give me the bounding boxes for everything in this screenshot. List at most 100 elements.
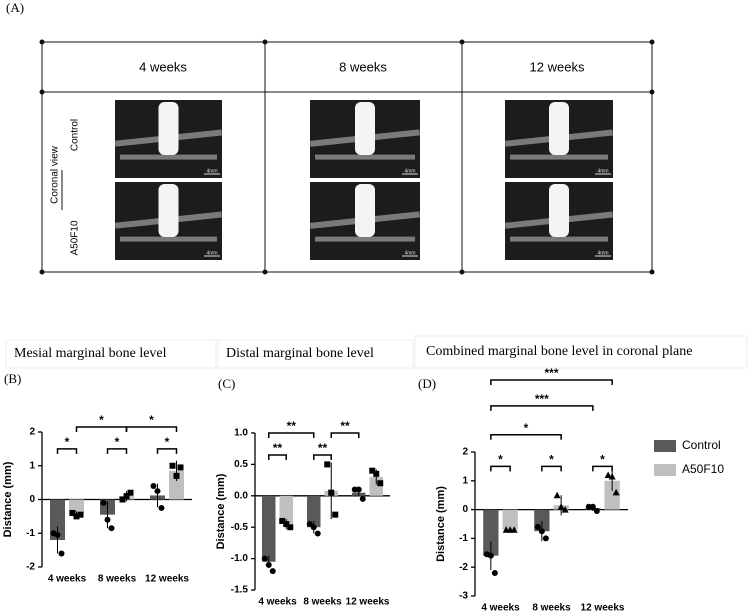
- column-header: 4 weeks: [139, 59, 187, 74]
- bone: [120, 154, 217, 160]
- legend-swatch: [654, 464, 676, 476]
- scale-label: 4mm: [206, 168, 217, 174]
- significance-bracket: [330, 432, 360, 438]
- data-point: [177, 464, 184, 471]
- image-grid: [41, 41, 653, 273]
- data-point: [589, 503, 596, 510]
- data-point: [491, 569, 498, 576]
- significance-bracket: [125, 426, 178, 432]
- data-point: [373, 470, 380, 477]
- significance-label: *: [165, 435, 170, 449]
- significance-label: *: [549, 453, 554, 467]
- data-point: [169, 462, 176, 469]
- x-tick-label: 12 weeks: [581, 603, 625, 612]
- data-point: [58, 550, 65, 557]
- view-label: Coronal view: [50, 145, 61, 204]
- y-tick-label: -1.5: [231, 585, 249, 596]
- data-point: [104, 516, 111, 523]
- significance-bracket: [490, 465, 511, 472]
- significance-label: *: [65, 435, 70, 449]
- y-tick-label: -0.5: [231, 522, 249, 533]
- data-point: [100, 499, 107, 506]
- panel-label: (C): [218, 376, 235, 391]
- y-tick-label: -2: [459, 562, 468, 573]
- data-point: [77, 511, 84, 518]
- y-tick-label: 0.5: [234, 459, 248, 470]
- panel-label: (D): [418, 376, 436, 391]
- data-point: [150, 483, 157, 489]
- panel-label: (B): [4, 371, 21, 386]
- significance-label: *: [498, 453, 503, 467]
- scale-label: 4mm: [404, 168, 415, 174]
- significance-label: **: [340, 419, 350, 433]
- bar: [169, 470, 184, 500]
- legend-label: Control: [682, 438, 721, 452]
- data-point: [604, 471, 612, 479]
- data-point: [119, 496, 126, 503]
- x-tick-label: 12 weeks: [346, 597, 390, 608]
- y-tick-label: 1.0: [234, 428, 248, 439]
- column-header: 8 weeks: [339, 59, 387, 74]
- data-point: [108, 525, 115, 532]
- significance-bracket: [156, 448, 178, 454]
- data-point: [324, 461, 331, 468]
- bar: [502, 509, 518, 530]
- significance-label: *: [115, 435, 120, 449]
- data-point: [608, 472, 616, 480]
- x-tick-label: 8 weeks: [303, 597, 342, 608]
- significance-bracket: [490, 405, 594, 411]
- significance-label: **: [273, 441, 283, 455]
- bar: [604, 480, 620, 510]
- implant: [158, 102, 179, 156]
- x-tick-label: 4 weeks: [258, 597, 297, 608]
- x-tick-label: 8 weeks: [532, 603, 571, 612]
- y-tick-label: -1: [26, 528, 35, 539]
- data-point: [612, 488, 620, 496]
- data-point: [542, 535, 549, 542]
- y-tick-label: 0: [462, 504, 468, 515]
- y-tick-label: -1.0: [231, 553, 249, 564]
- implant: [549, 184, 569, 238]
- title-box: [414, 335, 748, 369]
- panel-label: (A): [6, 0, 24, 15]
- data-point: [154, 488, 161, 495]
- chart-title: Combined marginal bone level in coronal …: [426, 344, 692, 359]
- significance-bracket: [106, 448, 128, 454]
- significance-bracket: [56, 448, 78, 454]
- significance-label: **: [287, 419, 297, 433]
- bar: [307, 495, 321, 528]
- significance-label: *: [524, 421, 529, 435]
- bone: [315, 154, 415, 160]
- legend-label: A50F10: [682, 462, 724, 476]
- data-point: [279, 517, 286, 524]
- y-axis-label: Distance (mm): [435, 486, 447, 562]
- data-point: [127, 489, 134, 496]
- scale-label: 4mm: [597, 250, 608, 256]
- data-point: [538, 528, 545, 535]
- bone: [510, 154, 608, 160]
- significance-bracket: [268, 432, 315, 438]
- significance-bracket: [268, 454, 287, 460]
- row-label: Control: [70, 119, 81, 151]
- significance-bracket: [541, 465, 562, 472]
- y-tick-label: 0: [29, 494, 35, 505]
- y-tick-label: -2: [26, 562, 35, 573]
- data-point: [123, 493, 130, 500]
- ct-images: 4mm 4mm 4mm 4mm 4mm 4mm: [114, 100, 613, 260]
- x-tick-label: 8 weeks: [98, 574, 137, 585]
- y-tick-label: 1: [462, 475, 468, 486]
- implant: [158, 184, 179, 238]
- implant: [355, 102, 375, 156]
- scale-label: 4mm: [597, 168, 608, 174]
- bar: [279, 495, 293, 525]
- bone: [120, 236, 217, 242]
- bone: [315, 236, 415, 242]
- data-point: [173, 472, 180, 479]
- scale-label: 4mm: [404, 250, 415, 256]
- data-point: [283, 521, 290, 528]
- data-point: [534, 523, 541, 530]
- y-axis-label: Distance (mm): [215, 473, 227, 549]
- significance-label: *: [149, 413, 154, 427]
- bar: [50, 499, 65, 540]
